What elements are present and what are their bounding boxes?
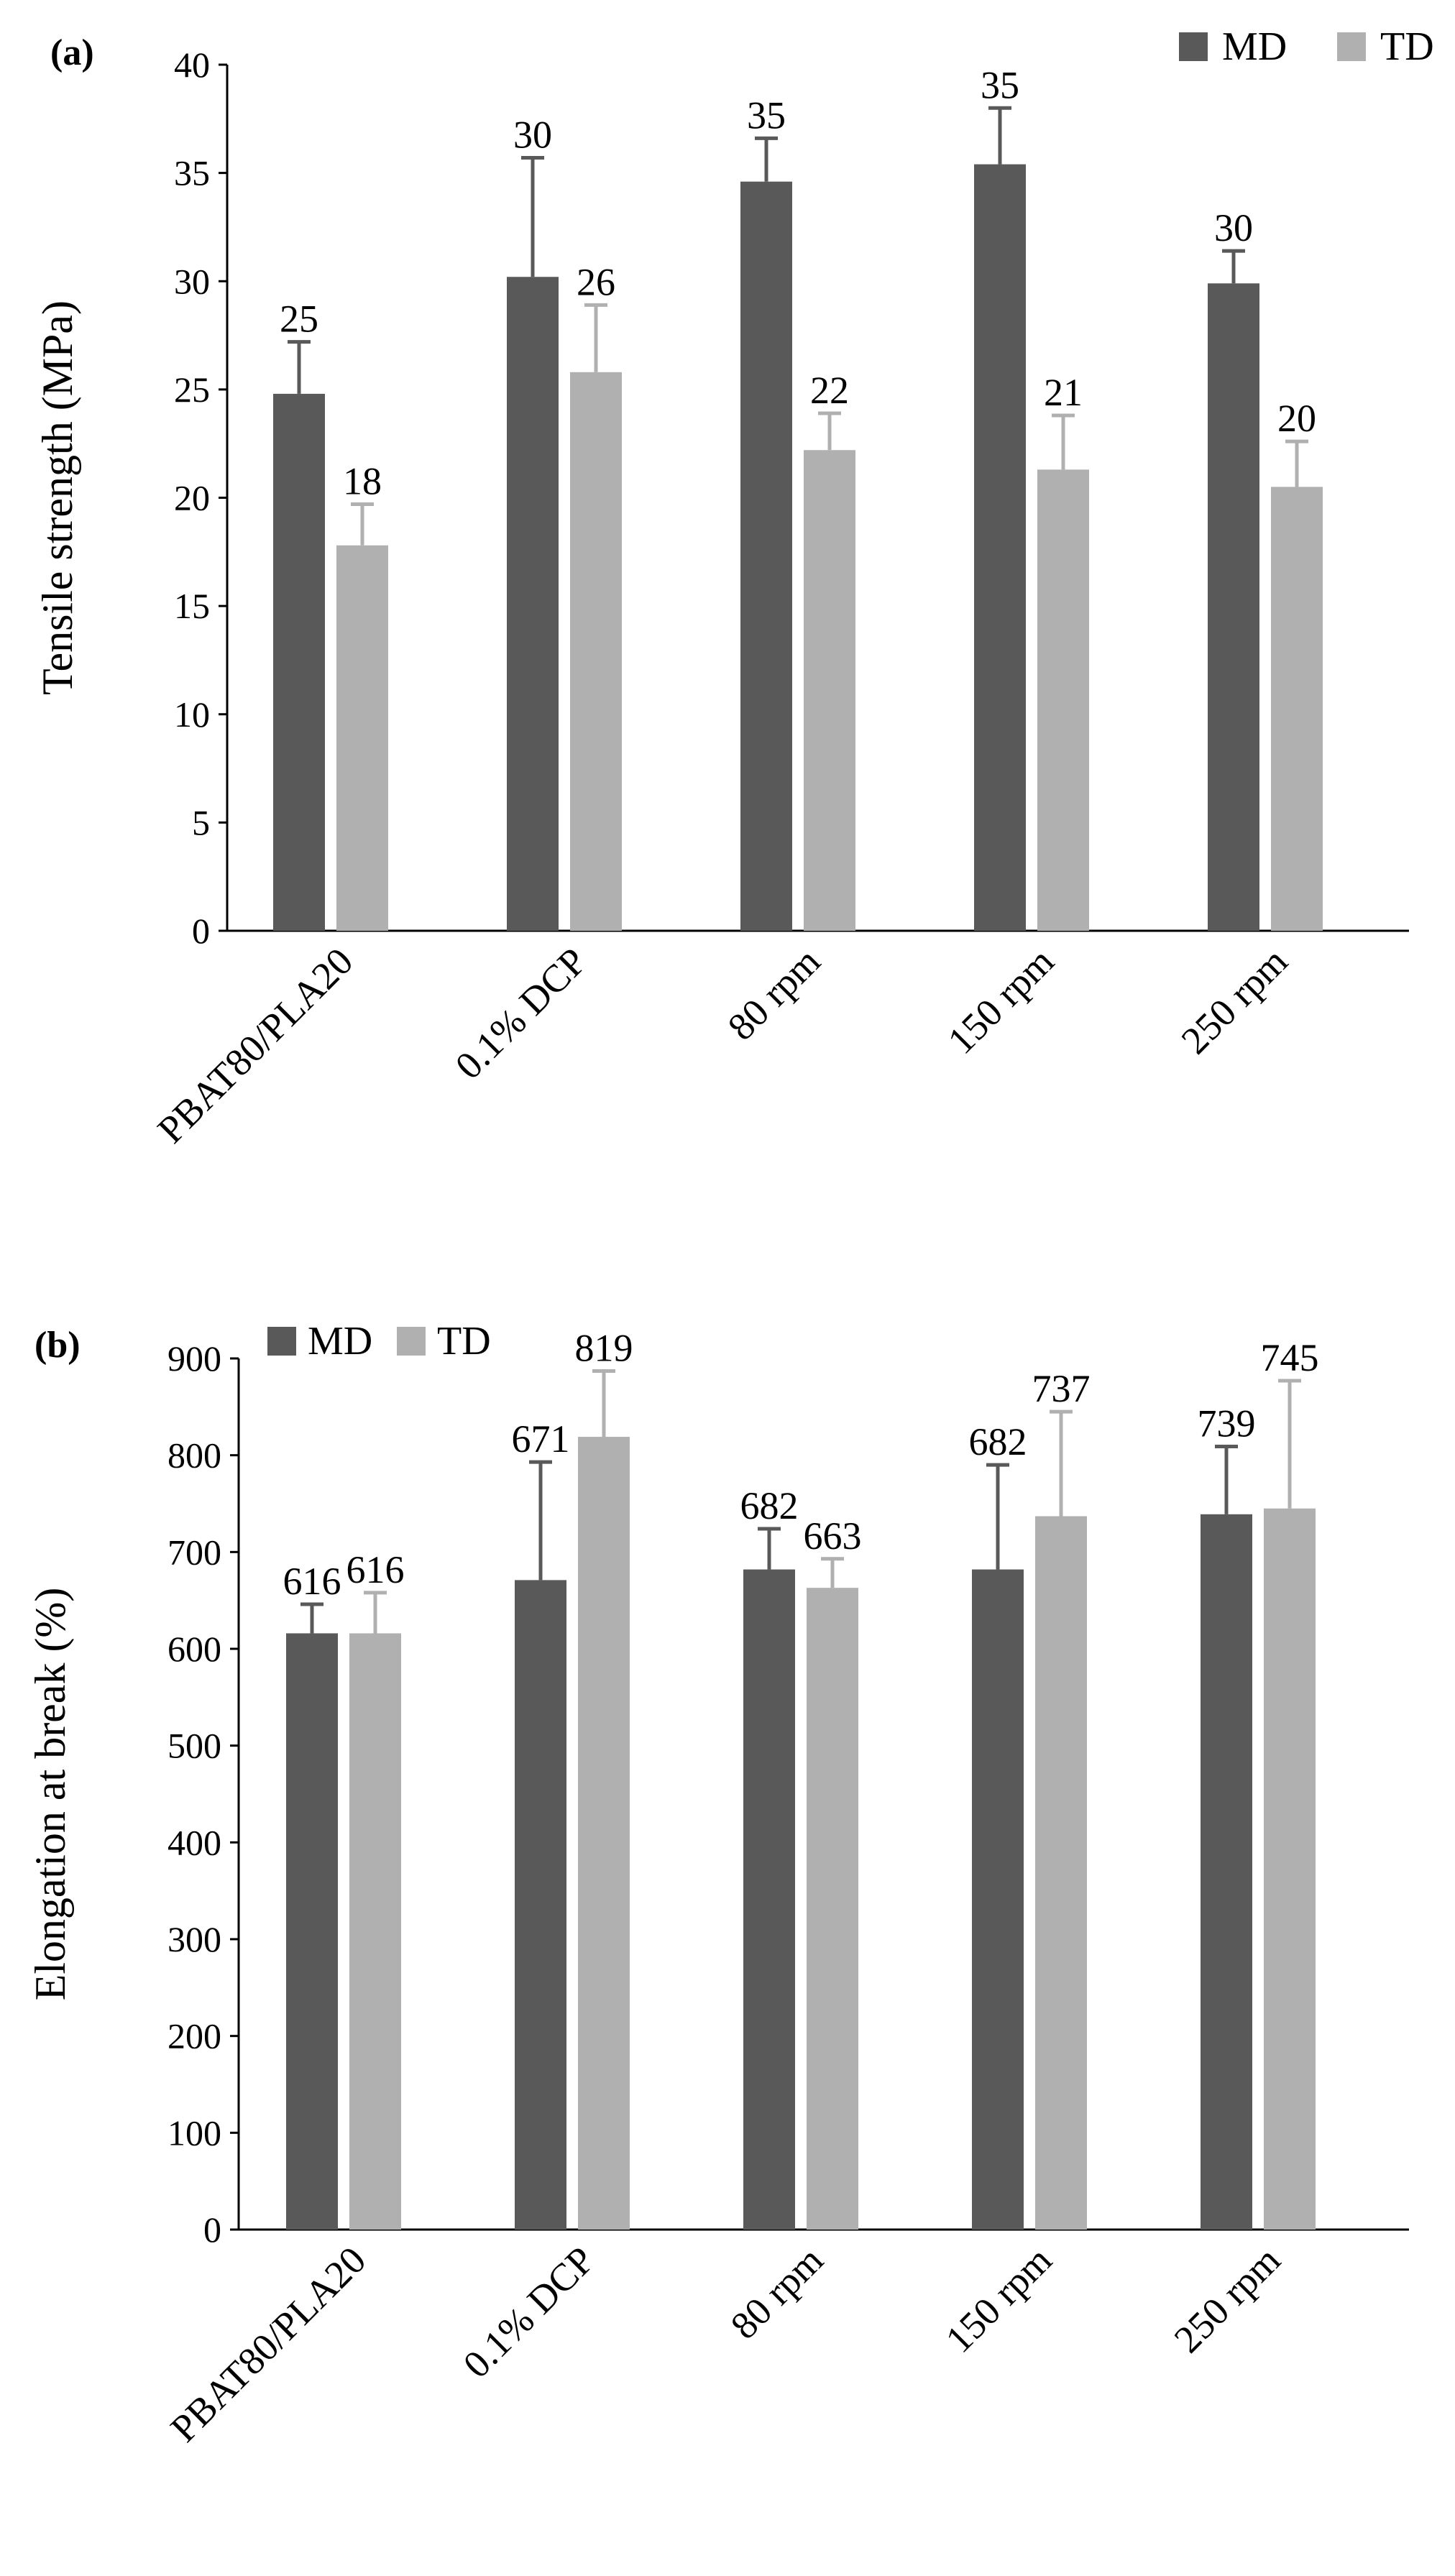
legend-swatch-td xyxy=(1337,32,1366,61)
data-label: 35 xyxy=(747,93,786,137)
data-label: 18 xyxy=(343,460,382,503)
data-label: 682 xyxy=(740,1484,799,1527)
data-label: 745 xyxy=(1261,1336,1319,1379)
y-tick-label: 700 xyxy=(167,1532,221,1572)
data-label: 682 xyxy=(969,1420,1027,1463)
bar-md-0 xyxy=(286,1633,338,2230)
y-tick-label: 35 xyxy=(174,153,210,193)
category-label: 0.1% DCP xyxy=(455,2238,603,2386)
y-axis-title: Elongation at break (%) xyxy=(27,1588,74,2001)
y-tick-label: 25 xyxy=(174,369,210,410)
data-label: 30 xyxy=(1214,206,1253,249)
category-label: PBAT80/PLA20 xyxy=(162,2238,375,2450)
data-label: 22 xyxy=(810,369,849,412)
y-axis-title: Tensile strength (MPa) xyxy=(34,300,81,695)
bar-md-2 xyxy=(740,181,792,931)
y-tick-label: 0 xyxy=(192,911,210,951)
category-label: PBAT80/PLA20 xyxy=(150,939,362,1151)
bar-md-3 xyxy=(972,1569,1024,2230)
data-label: 737 xyxy=(1032,1367,1091,1410)
category-label: 150 rpm xyxy=(937,2238,1060,2361)
legend-label: MD xyxy=(308,1319,372,1363)
category-label: 80 rpm xyxy=(720,939,829,1049)
bar-td-2 xyxy=(804,450,855,931)
legend-swatch-md xyxy=(267,1327,296,1356)
y-tick-label: 30 xyxy=(174,261,210,301)
bar-td-0 xyxy=(336,545,388,931)
category-label: 250 rpm xyxy=(1173,939,1296,1062)
data-label: 671 xyxy=(512,1417,570,1460)
bar-td-1 xyxy=(570,372,622,931)
data-label: 616 xyxy=(283,1560,341,1603)
bar-md-4 xyxy=(1201,1514,1252,2230)
bar-td-4 xyxy=(1264,1508,1316,2230)
bar-md-4 xyxy=(1208,283,1259,931)
y-tick-label: 500 xyxy=(167,1726,221,1766)
category-label: 150 rpm xyxy=(940,939,1062,1062)
data-label: 35 xyxy=(981,63,1019,106)
y-tick-label: 600 xyxy=(167,1629,221,1669)
data-label: 616 xyxy=(346,1548,405,1591)
y-tick-label: 300 xyxy=(167,1919,221,1959)
y-tick-label: 40 xyxy=(174,45,210,85)
y-tick-label: 800 xyxy=(167,1435,221,1476)
bar-md-0 xyxy=(273,393,325,931)
bar-md-2 xyxy=(743,1569,795,2230)
bar-md-3 xyxy=(974,164,1026,932)
data-label: 20 xyxy=(1277,397,1316,440)
data-label: 30 xyxy=(513,114,552,157)
legend-label: MD xyxy=(1222,24,1287,69)
data-label: 25 xyxy=(280,298,318,341)
bar-td-3 xyxy=(1037,469,1089,931)
y-tick-label: 0 xyxy=(203,2209,221,2250)
bar-md-1 xyxy=(507,277,559,932)
bar-md-1 xyxy=(515,1580,566,2230)
legend-label: TD xyxy=(437,1319,491,1363)
y-tick-label: 200 xyxy=(167,2016,221,2056)
category-label: 0.1% DCP xyxy=(447,939,595,1087)
panel-label: (b) xyxy=(35,1325,81,1366)
y-tick-label: 100 xyxy=(167,2112,221,2153)
category-label: 250 rpm xyxy=(1166,2238,1289,2361)
bar-td-4 xyxy=(1271,487,1323,931)
data-label: 819 xyxy=(575,1327,633,1370)
y-tick-label: 900 xyxy=(167,1338,221,1379)
data-label: 21 xyxy=(1044,371,1083,414)
data-label: 26 xyxy=(577,260,615,303)
panel-label: (a) xyxy=(50,32,94,73)
legend-swatch-md xyxy=(1179,32,1208,61)
y-tick-label: 10 xyxy=(174,694,210,735)
legend-label: TD xyxy=(1380,24,1434,69)
bar-td-1 xyxy=(578,1437,630,2230)
category-label: 80 rpm xyxy=(722,2238,832,2347)
panel-b-chart: 0 100 200 300 400 500 600 700 800 900 Elongation a… xyxy=(27,1319,1409,2450)
bar-td-2 xyxy=(807,1588,858,2230)
y-tick-label: 15 xyxy=(174,586,210,626)
y-tick-label: 20 xyxy=(174,478,210,518)
bar-td-3 xyxy=(1035,1516,1087,2230)
legend-swatch-td xyxy=(397,1327,426,1356)
y-tick-label: 400 xyxy=(167,1822,221,1862)
panel-a-chart: 0 5 10 15 20 25 30 35 40 Tensile strength (MPa) (a… xyxy=(34,24,1434,1151)
bar-td-0 xyxy=(349,1633,401,2230)
data-label: 739 xyxy=(1198,1402,1256,1445)
data-label: 663 xyxy=(804,1514,862,1558)
y-tick-label: 5 xyxy=(192,802,210,842)
